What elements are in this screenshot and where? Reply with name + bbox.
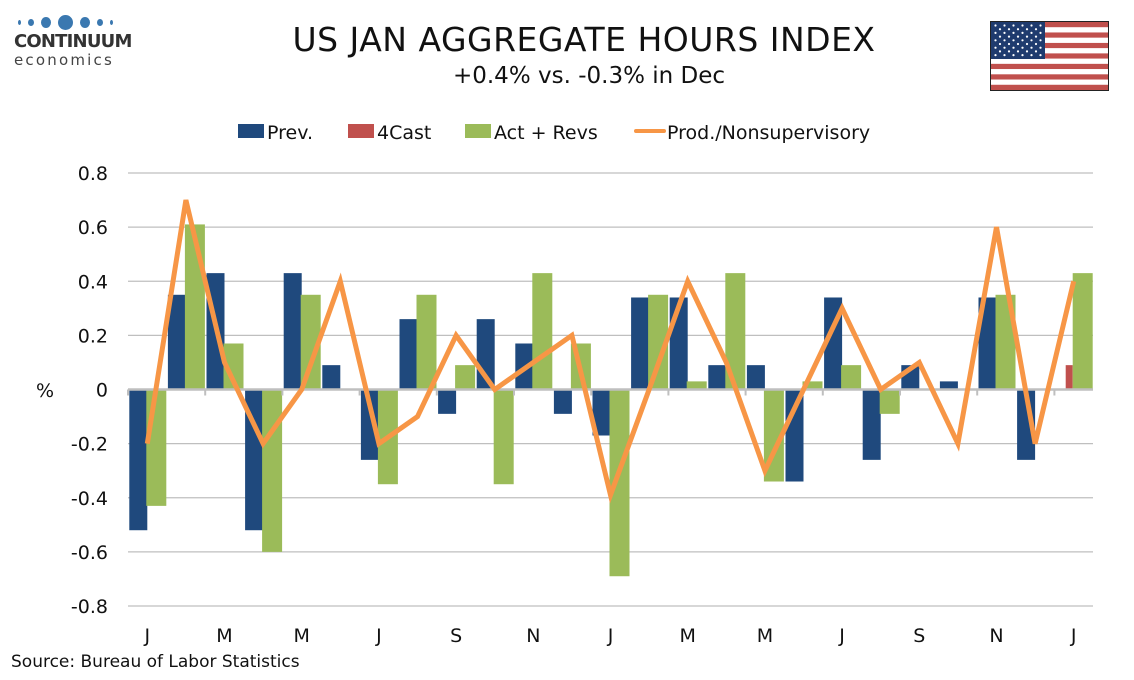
bar-act-revs (725, 273, 746, 390)
y-tick-label: 0.4 (78, 271, 108, 293)
legend-label-prev: Prev. (267, 122, 313, 144)
x-tick-label: M (293, 625, 309, 647)
bar-prev (553, 389, 572, 414)
x-tick-label: J (838, 625, 845, 647)
source-note: Source: Bureau of Labor Statistics (11, 652, 300, 672)
y-tick-label: 0.6 (78, 217, 108, 239)
bar-prev (167, 294, 186, 390)
x-tick-label: J (1070, 625, 1077, 647)
x-tick-label: M (216, 625, 232, 647)
bar-prev (746, 365, 765, 390)
us-flag-graphic (991, 22, 1108, 91)
bar-act-revs (609, 389, 630, 577)
legend-label-line: Prod./Nonsupervisory (667, 122, 870, 144)
bar-act-revs (686, 381, 707, 390)
y-tick-label: -0.8 (71, 596, 108, 618)
bar-act-revs (1072, 273, 1093, 390)
x-tick-label: M (679, 625, 695, 647)
x-tick-label: N (526, 625, 540, 647)
x-tick-label: M (757, 625, 773, 647)
bar-prev (245, 389, 264, 531)
bar-act-revs (802, 381, 823, 390)
bar-act-revs (262, 389, 283, 552)
bar-act-revs (879, 389, 900, 414)
x-tick-label: N (989, 625, 1003, 647)
line-series (144, 199, 1077, 504)
y-tick-label: -0.6 (71, 542, 108, 564)
legend-swatch-prev (238, 124, 264, 138)
legend-label-4cast: 4Cast (377, 122, 431, 144)
bar-act-revs (184, 224, 205, 390)
x-tick-label: J (375, 625, 382, 647)
chart-subtitle: +0.4% vs. -0.3% in Dec (452, 63, 726, 89)
logo-dots-icon (18, 14, 134, 30)
chart-title: US JAN AGGREGATE HOURS INDEX (292, 20, 876, 59)
y-axis-labels: 0.8 0.6 0.4 0.2 0 -0.2 -0.4 -0.6 -0.8 (71, 163, 108, 618)
bar-act-revs (648, 294, 669, 390)
y-tick-label: 0.2 (78, 325, 108, 347)
x-tick-label: J (143, 625, 150, 647)
x-tick-label: J (607, 625, 614, 647)
bar-act-revs (493, 389, 514, 485)
bar-prev (283, 273, 302, 390)
y-tick-label: -0.2 (71, 434, 108, 456)
bar-prev (438, 389, 457, 414)
continuum-economics-logo: CONTINUUM economics (14, 14, 134, 69)
bar-prev (978, 297, 997, 390)
bar-prev (631, 297, 650, 390)
bar-act-revs (146, 389, 167, 506)
x-tick-label: S (450, 625, 462, 647)
bar-prev (399, 319, 418, 390)
bar-prev (708, 365, 727, 390)
us-flag-icon (990, 21, 1109, 91)
y-tick-label: 0.8 (78, 163, 108, 185)
bar-act-revs (532, 273, 553, 390)
logo-subname: economics (14, 51, 114, 69)
bar-4cast (1065, 365, 1073, 390)
bar-act-revs (416, 294, 437, 390)
bar-prev (360, 389, 379, 460)
bar-act-revs (223, 343, 244, 390)
bar-act-revs (455, 365, 476, 390)
bar-prev (129, 389, 148, 531)
y-tick-label: -0.4 (71, 488, 108, 510)
bar-act-revs (300, 294, 321, 390)
legend-swatch-4cast (348, 124, 374, 138)
logo-name: CONTINUUM (14, 31, 132, 52)
legend-label-act: Act + Revs (494, 122, 598, 144)
legend-swatch-act (465, 124, 491, 138)
bar-prev (939, 381, 958, 390)
x-tick-label: S (913, 625, 925, 647)
bar-act-revs (841, 365, 862, 390)
bar-prev (592, 389, 611, 436)
legend: Prev. 4Cast Act + Revs Prod./Nonsupervis… (238, 122, 870, 144)
bar-prev (322, 365, 341, 390)
y-tick-label: 0 (96, 380, 108, 402)
bars (129, 224, 1093, 577)
y-axis-title: % (36, 380, 54, 402)
bar-prev (862, 389, 881, 460)
